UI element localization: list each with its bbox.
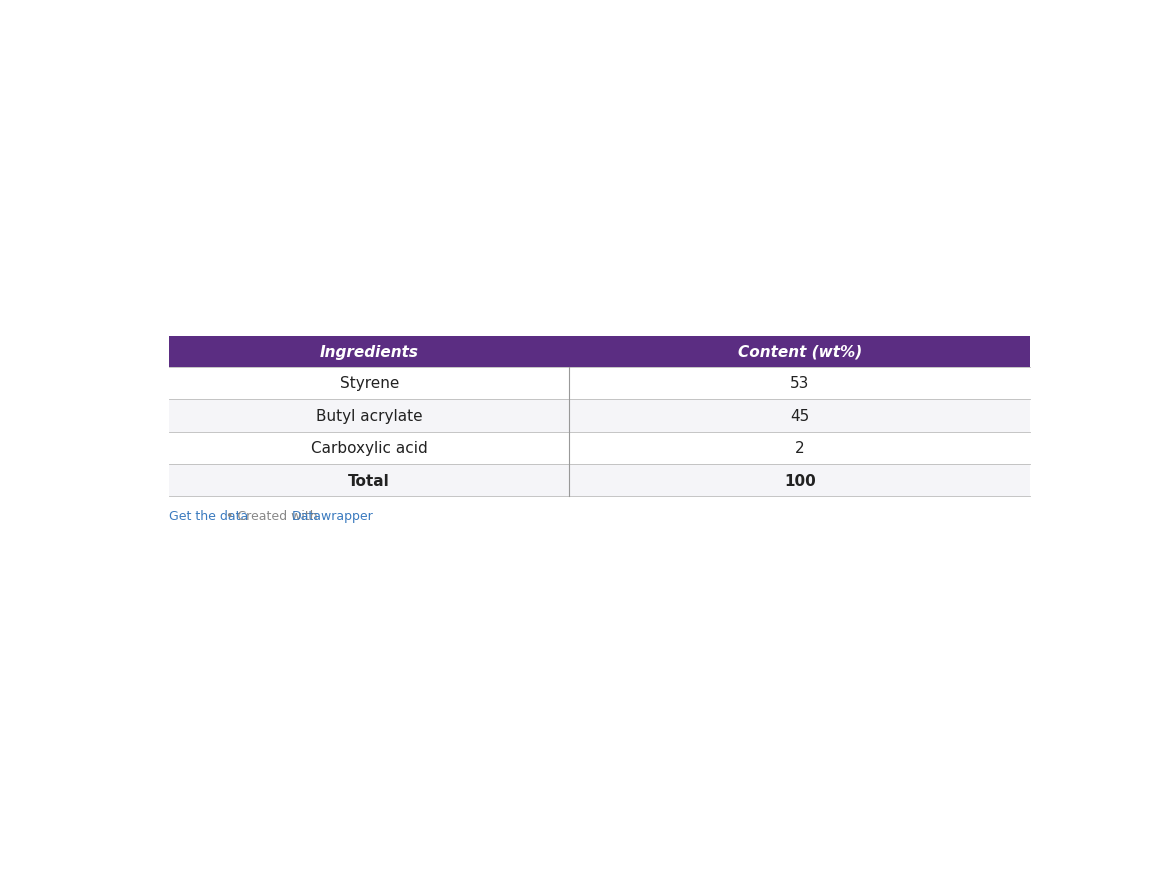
Bar [168,465,1031,497]
Bar [168,367,1031,400]
Text: Total: Total [349,474,390,488]
Text: • Created with: • Created with [221,509,322,522]
Text: 53: 53 [790,376,810,391]
Text: 45: 45 [790,409,810,424]
Text: Styrene: Styrene [339,376,399,391]
Bar [168,336,1031,367]
Text: 2: 2 [796,441,805,456]
Text: Datawrapper: Datawrapper [292,509,373,522]
Text: 100: 100 [784,474,815,488]
Text: Ingredients: Ingredients [319,345,419,360]
Text: Content (wt%): Content (wt%) [738,345,862,360]
Text: Carboxylic acid: Carboxylic acid [311,441,427,456]
Bar [168,432,1031,465]
Text: Get the data: Get the data [168,509,248,522]
Text: Butyl acrylate: Butyl acrylate [316,409,422,424]
Bar [168,400,1031,432]
